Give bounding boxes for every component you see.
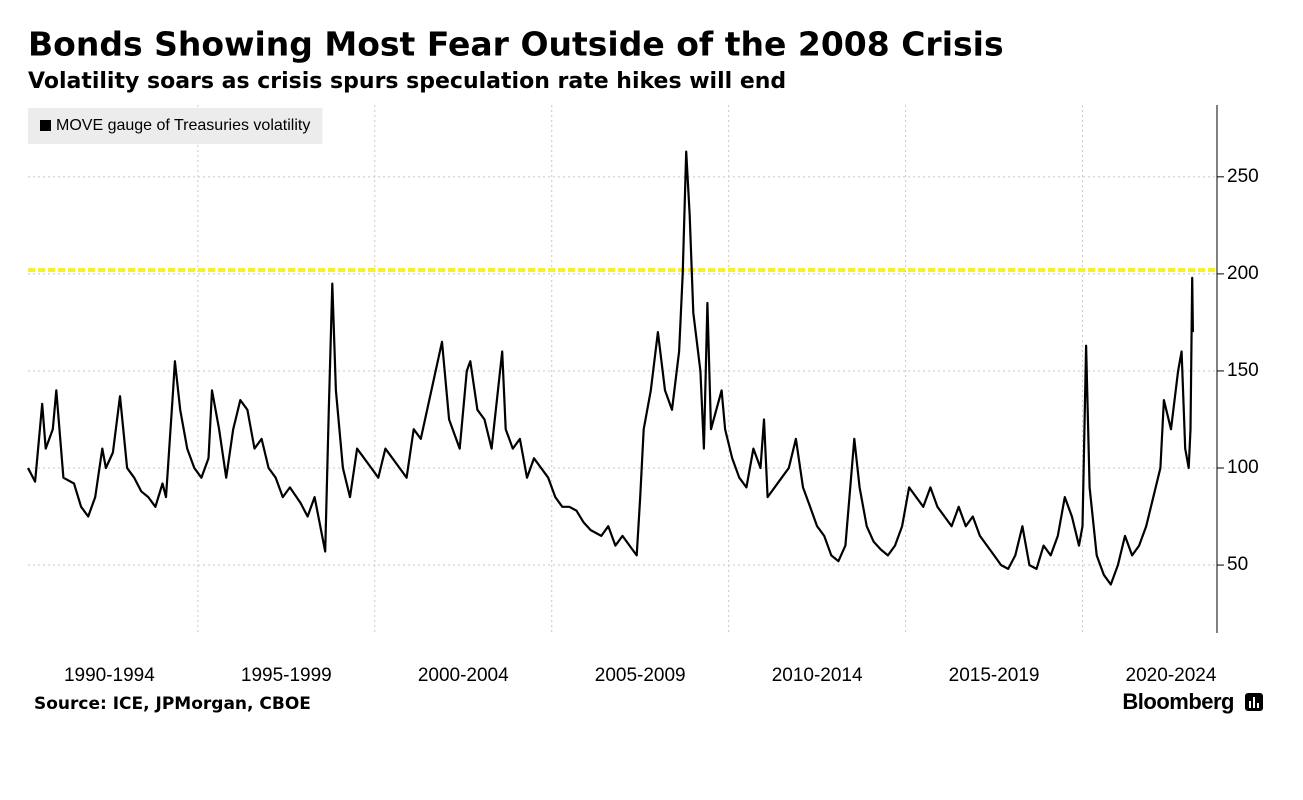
y-tick-label: 150 (1227, 360, 1259, 381)
x-tick-label: 2005-2009 (595, 665, 686, 686)
x-tick-label: 2000-2004 (418, 665, 509, 686)
x-tick-label: 2010-2014 (772, 665, 863, 686)
y-tick-label: 50 (1227, 554, 1248, 575)
x-tick-label: 2020-2024 (1126, 665, 1217, 686)
legend-swatch (40, 120, 51, 131)
brand-icon (1245, 693, 1263, 711)
legend-label: MOVE gauge of Treasuries volatility (56, 117, 310, 134)
brand: Bloomberg (1122, 689, 1234, 714)
line (27, 150, 1194, 586)
y-tick-label: 200 (1227, 263, 1259, 284)
chart-title: Bonds Showing Most Fear Outside of the 2… (28, 25, 1004, 64)
y-tick-label: 250 (1227, 166, 1259, 187)
y-tick-label: 100 (1227, 457, 1259, 478)
source: Source: ICE, JPMorgan, CBOE (34, 694, 311, 714)
x-tick-label: 1995-1999 (241, 665, 332, 686)
x-tick-label: 1990-1994 (64, 665, 155, 686)
legend-background (28, 108, 323, 144)
x-tick-label: 2015-2019 (949, 665, 1040, 686)
chart-subtitle: Volatility soars as crisis spurs specula… (28, 69, 786, 94)
legend: MOVE gauge of Treasuries volatility (28, 108, 323, 144)
